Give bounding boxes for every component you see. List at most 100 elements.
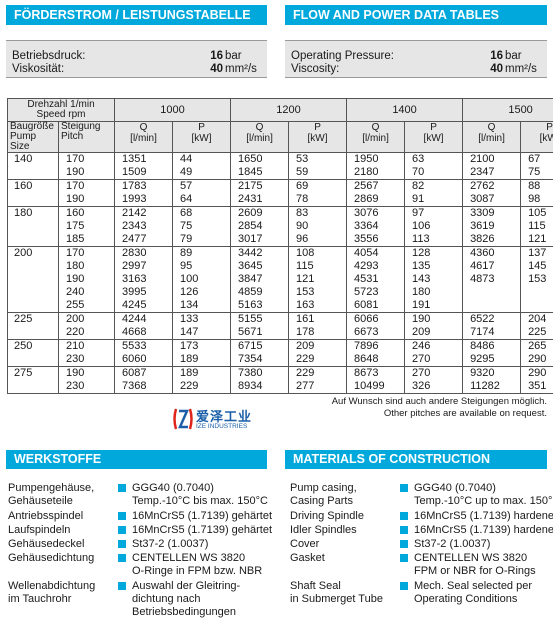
p-value-cell: 53 [288, 152, 348, 166]
table-row: 140 170 1351 44 1650 53 1950 63 2100 67 [7, 152, 553, 166]
material-part: Wellenabdichtung im Tauchrohr [8, 580, 118, 606]
pitch-cell: 220 [57, 326, 116, 340]
p-value-cell: 115 [520, 220, 553, 233]
q-value-cell [462, 299, 522, 313]
pitch-header-cell: Steigung Pitch [57, 121, 116, 153]
p-value-cell: 189 [172, 353, 232, 367]
p-value-cell: 153 [288, 286, 348, 299]
q-unit: [l/min] [362, 133, 389, 144]
note-de: Auf Wunsch sind auch andere Steigungen m… [331, 396, 547, 407]
blue-square-bullet-icon [400, 554, 408, 562]
p-value-cell: 229 [288, 353, 348, 367]
p-value-cell: 229 [172, 380, 232, 394]
material-spec-line: St37-2 (1.0037) [132, 538, 209, 550]
table-row: 255 4245 134 5163 163 6081 191 [7, 299, 553, 313]
header-right-title: FLOW AND POWER DATA TABLES [293, 8, 499, 22]
p-value-cell: 75 [520, 166, 553, 180]
p-value-cell: 190 [404, 312, 464, 326]
q-value-cell: 1650 [230, 152, 290, 166]
p-value-cell: 98 [520, 193, 553, 207]
p-value-cell: 191 [404, 299, 464, 313]
material-part: Gehäusedichtung [8, 552, 118, 565]
p-value-cell: 290 [520, 353, 553, 367]
size-label-en: Pump Size [10, 131, 37, 152]
p-value-cell: 225 [520, 326, 553, 340]
q-value-cell: 4245 [114, 299, 174, 313]
p-value-cell: 147 [172, 326, 232, 340]
p-value-cell: 90 [288, 220, 348, 233]
size-cell: 160 [7, 179, 59, 193]
q-value-cell: 3076 [346, 206, 406, 220]
materials-title-de: WERKSTOFFE [14, 452, 102, 466]
material-part-line: Driving Spindle [290, 510, 364, 522]
material-part-line: Idler Spindles [290, 524, 357, 536]
p-value-cell: 209 [288, 339, 348, 353]
q-value-cell: 1845 [230, 166, 290, 180]
q-value-cell: 5671 [230, 326, 290, 340]
material-part-line: Wellenabdichtung [8, 580, 96, 592]
q-value-cell: 3309 [462, 206, 522, 220]
q-value-cell: 4293 [346, 260, 406, 273]
p-value-cell: 265 [520, 339, 553, 353]
material-spec-line: dichtung nach [132, 593, 201, 605]
q-value-cell: 3826 [462, 233, 522, 247]
material-part-line: Pump casing, [290, 482, 357, 494]
size-cell [7, 299, 59, 313]
p-value-cell: 270 [404, 366, 464, 380]
q-value-cell: 4360 [462, 246, 522, 260]
q-value-cell: 2854 [230, 220, 290, 233]
q-value-cell: 1783 [114, 179, 174, 193]
material-spec: 16MnCrS5 (1.7139) hardened [414, 510, 553, 523]
material-part: Pump casing, Casing Parts [290, 482, 400, 508]
p-value-cell: 113 [404, 233, 464, 247]
table-row: 185 2477 79 3017 96 3556 113 3826 121 [7, 233, 553, 247]
p-value-cell: 137 [520, 246, 553, 260]
q-value-cell: 4531 [346, 273, 406, 286]
speed-label-de: Drehzahl 1/min [27, 99, 95, 110]
p-value-cell: 64 [172, 193, 232, 207]
blue-square-bullet-icon [400, 526, 408, 534]
material-spec-line: Mech. Seal selected per [414, 580, 533, 592]
material-part-line: Shaft Seal [290, 580, 341, 592]
material-part-line: Gehäusedeckel [8, 538, 85, 550]
note-en: Other pitches are available on request. [383, 408, 547, 419]
pitch-cell: 190 [57, 273, 116, 286]
size-cell [7, 380, 59, 394]
p-value-cell: 105 [520, 206, 553, 220]
q-value-cell: 2431 [230, 193, 290, 207]
p-value-cell: 70 [404, 166, 464, 180]
size-cell: 180 [7, 206, 59, 220]
pressure-unit-en: bar [505, 50, 522, 62]
q-value-cell: 7174 [462, 326, 522, 340]
pressure-value-de: 16 [210, 50, 223, 62]
materials-list-de: Pumpengehäuse, Gehäuseteile GGG40 (0.7040)… [8, 482, 272, 622]
p-unit: [kW] [307, 133, 328, 144]
q-label: Q [139, 122, 148, 133]
q-value-cell: 2180 [346, 166, 406, 180]
material-part-line: Gasket [290, 552, 325, 564]
p-value-cell: 326 [404, 380, 464, 394]
pressure-unit-de: bar [225, 50, 242, 62]
p-value-cell: 121 [288, 273, 348, 286]
p-value-cell: 153 [520, 273, 553, 286]
p-value-cell: 180 [404, 286, 464, 299]
q-value-cell: 3645 [230, 260, 290, 273]
size-cell: 200 [7, 246, 59, 260]
material-spec: Mech. Seal selected per Operating Conditi… [414, 580, 553, 606]
table-row: 275 190 6087 189 7380 229 8673 270 9320 290 [7, 366, 553, 380]
q-value-cell: 3364 [346, 220, 406, 233]
p-value-cell: 78 [288, 193, 348, 207]
size-cell [7, 286, 59, 299]
material-spec: CENTELLEN WS 3820 O-Ringe in FPM bzw. NBR [132, 552, 272, 578]
pressure-value-en: 16 [490, 50, 503, 62]
p-value-cell: 57 [172, 179, 232, 193]
size-cell: 275 [7, 366, 59, 380]
blue-square-bullet-icon [118, 540, 126, 548]
p-value-cell: 91 [404, 193, 464, 207]
viscosity-unit-de: mm²/s [225, 63, 257, 75]
materials-header-en: MATERIALS OF CONSTRUCTION [285, 450, 547, 469]
blue-square-bullet-icon [118, 582, 126, 590]
p-value-cell: 44 [172, 152, 232, 166]
pitch-cell: 175 [57, 220, 116, 233]
p-value-cell: 173 [172, 339, 232, 353]
